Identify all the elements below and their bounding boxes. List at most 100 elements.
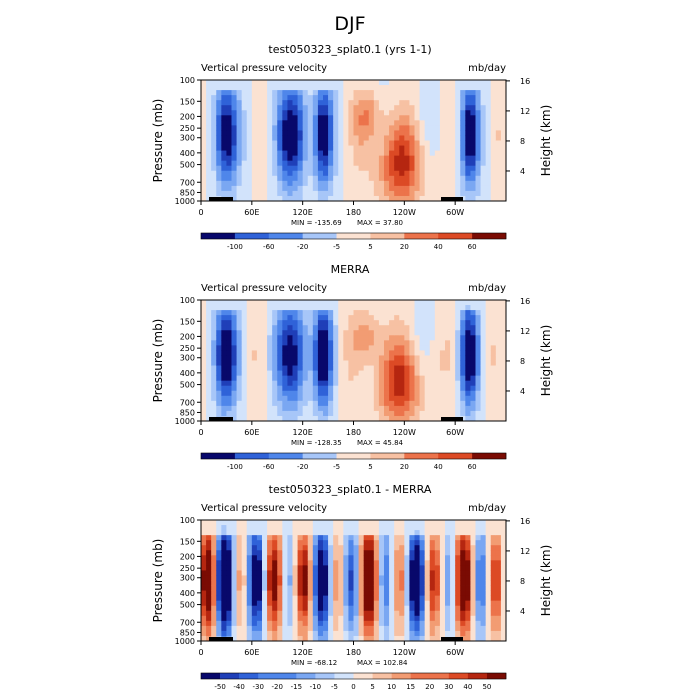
heatmap-cell <box>282 95 288 101</box>
heatmap-cell <box>470 300 476 306</box>
heatmap-cell <box>445 125 451 131</box>
heatmap-cell <box>231 595 237 602</box>
heatmap-cell <box>272 370 278 377</box>
heatmap-cell <box>394 590 400 597</box>
heatmap-cell <box>241 570 248 576</box>
heatmap-cell <box>434 535 441 541</box>
heatmap-cell <box>333 555 339 561</box>
heatmap-cell <box>282 340 288 346</box>
heatmap-cell <box>312 95 319 101</box>
panel-right-label: mb/day <box>468 503 506 514</box>
heatmap-cell <box>241 320 248 326</box>
heatmap-cell <box>389 600 395 607</box>
heatmap-cell <box>282 310 288 316</box>
heatmap-cell <box>414 325 420 331</box>
heatmap-cell <box>500 395 507 402</box>
heatmap-cell <box>419 625 426 632</box>
heatmap-cell <box>343 550 349 556</box>
heatmap-cell <box>394 560 400 566</box>
heatmap-cell <box>384 410 390 417</box>
heatmap-cell <box>241 380 248 387</box>
heatmap-cell <box>480 185 487 192</box>
colorbar-label: 5 <box>368 243 372 251</box>
heatmap-cell <box>358 635 365 642</box>
heatmap-cell <box>378 85 385 91</box>
heatmap-cell <box>485 155 492 162</box>
heatmap-cell <box>312 110 319 116</box>
heatmap-cell <box>343 165 349 172</box>
colorbar-frame <box>200 232 507 240</box>
heatmap-cell <box>495 140 502 146</box>
heatmap-cell <box>485 555 492 561</box>
heatmap-cell <box>475 575 481 581</box>
heatmap-cell <box>495 105 502 111</box>
heatmap-cell <box>475 190 481 197</box>
heatmap-cell <box>211 395 217 402</box>
panel-right-label: mb/day <box>468 63 506 74</box>
heatmap-cell <box>201 385 207 392</box>
heatmap-cell <box>333 630 339 637</box>
heatmap-cell <box>246 525 253 531</box>
heatmap-cell <box>404 600 410 607</box>
heatmap-cell <box>277 390 283 397</box>
heatmap-cell <box>363 545 370 551</box>
min-label: MIN = -135.69 <box>291 219 342 227</box>
heatmap-cell <box>231 625 237 632</box>
heatmap-cell <box>384 315 390 321</box>
heatmap-cell <box>307 85 314 91</box>
heatmap-cell <box>500 80 507 86</box>
heatmap-cell <box>262 545 268 551</box>
colorbar-label: 5 <box>370 683 374 691</box>
heatmap-cell <box>480 325 487 331</box>
heatmap-cell <box>414 80 420 86</box>
heatmap-cell <box>368 380 375 387</box>
heatmap-cell <box>262 335 268 341</box>
heatmap-cell <box>277 145 283 151</box>
heatmap-cell <box>439 305 446 311</box>
heatmap-cell <box>495 125 502 131</box>
heatmap-cell <box>373 410 380 417</box>
heatmap-cell <box>256 320 263 326</box>
heatmap-cell <box>241 195 248 202</box>
heatmap-cell <box>500 135 507 141</box>
heatmap-cell <box>404 610 410 617</box>
heatmap-cell <box>358 575 365 581</box>
heatmap-cell <box>353 625 359 632</box>
heatmap-cell <box>419 90 426 96</box>
heatmap-cell <box>343 345 349 351</box>
heatmap-cell <box>236 135 243 141</box>
heatmap-cell <box>282 635 288 642</box>
heatmap-cell <box>272 135 278 141</box>
heatmap-cell <box>470 180 476 187</box>
heatmap-cell <box>368 545 375 551</box>
heatmap-cell <box>429 110 436 116</box>
heatmap-cell <box>429 520 436 526</box>
heatmap-cell <box>201 185 207 192</box>
heatmap-cell <box>353 585 359 591</box>
heatmap-cell <box>312 345 319 351</box>
heatmap-cell <box>445 370 451 377</box>
heatmap-cell <box>272 525 278 531</box>
heatmap-cell <box>399 615 405 622</box>
heatmap-cell <box>495 340 502 346</box>
heatmap-cell <box>389 560 395 566</box>
heatmap-cell <box>358 300 365 306</box>
heatmap-cell <box>409 165 415 172</box>
heatmap-cell <box>373 620 380 627</box>
heatmap-cell <box>328 140 334 146</box>
heatmap-cell <box>251 535 258 541</box>
heatmap-cell <box>389 100 395 106</box>
heatmap-cell <box>343 330 349 336</box>
heatmap-cell <box>317 535 324 541</box>
heatmap-cell <box>277 180 283 187</box>
heatmap-cell <box>287 580 293 586</box>
heatmap-cell <box>307 605 314 612</box>
heatmap-cell <box>500 190 507 197</box>
heatmap-cell <box>323 360 329 366</box>
heatmap-cell <box>429 105 436 111</box>
heatmap-cell <box>424 415 431 422</box>
heatmap-cell <box>317 555 324 561</box>
heatmap-cell <box>297 400 304 407</box>
heatmap-cell <box>241 190 248 197</box>
heatmap-cell <box>465 540 471 546</box>
